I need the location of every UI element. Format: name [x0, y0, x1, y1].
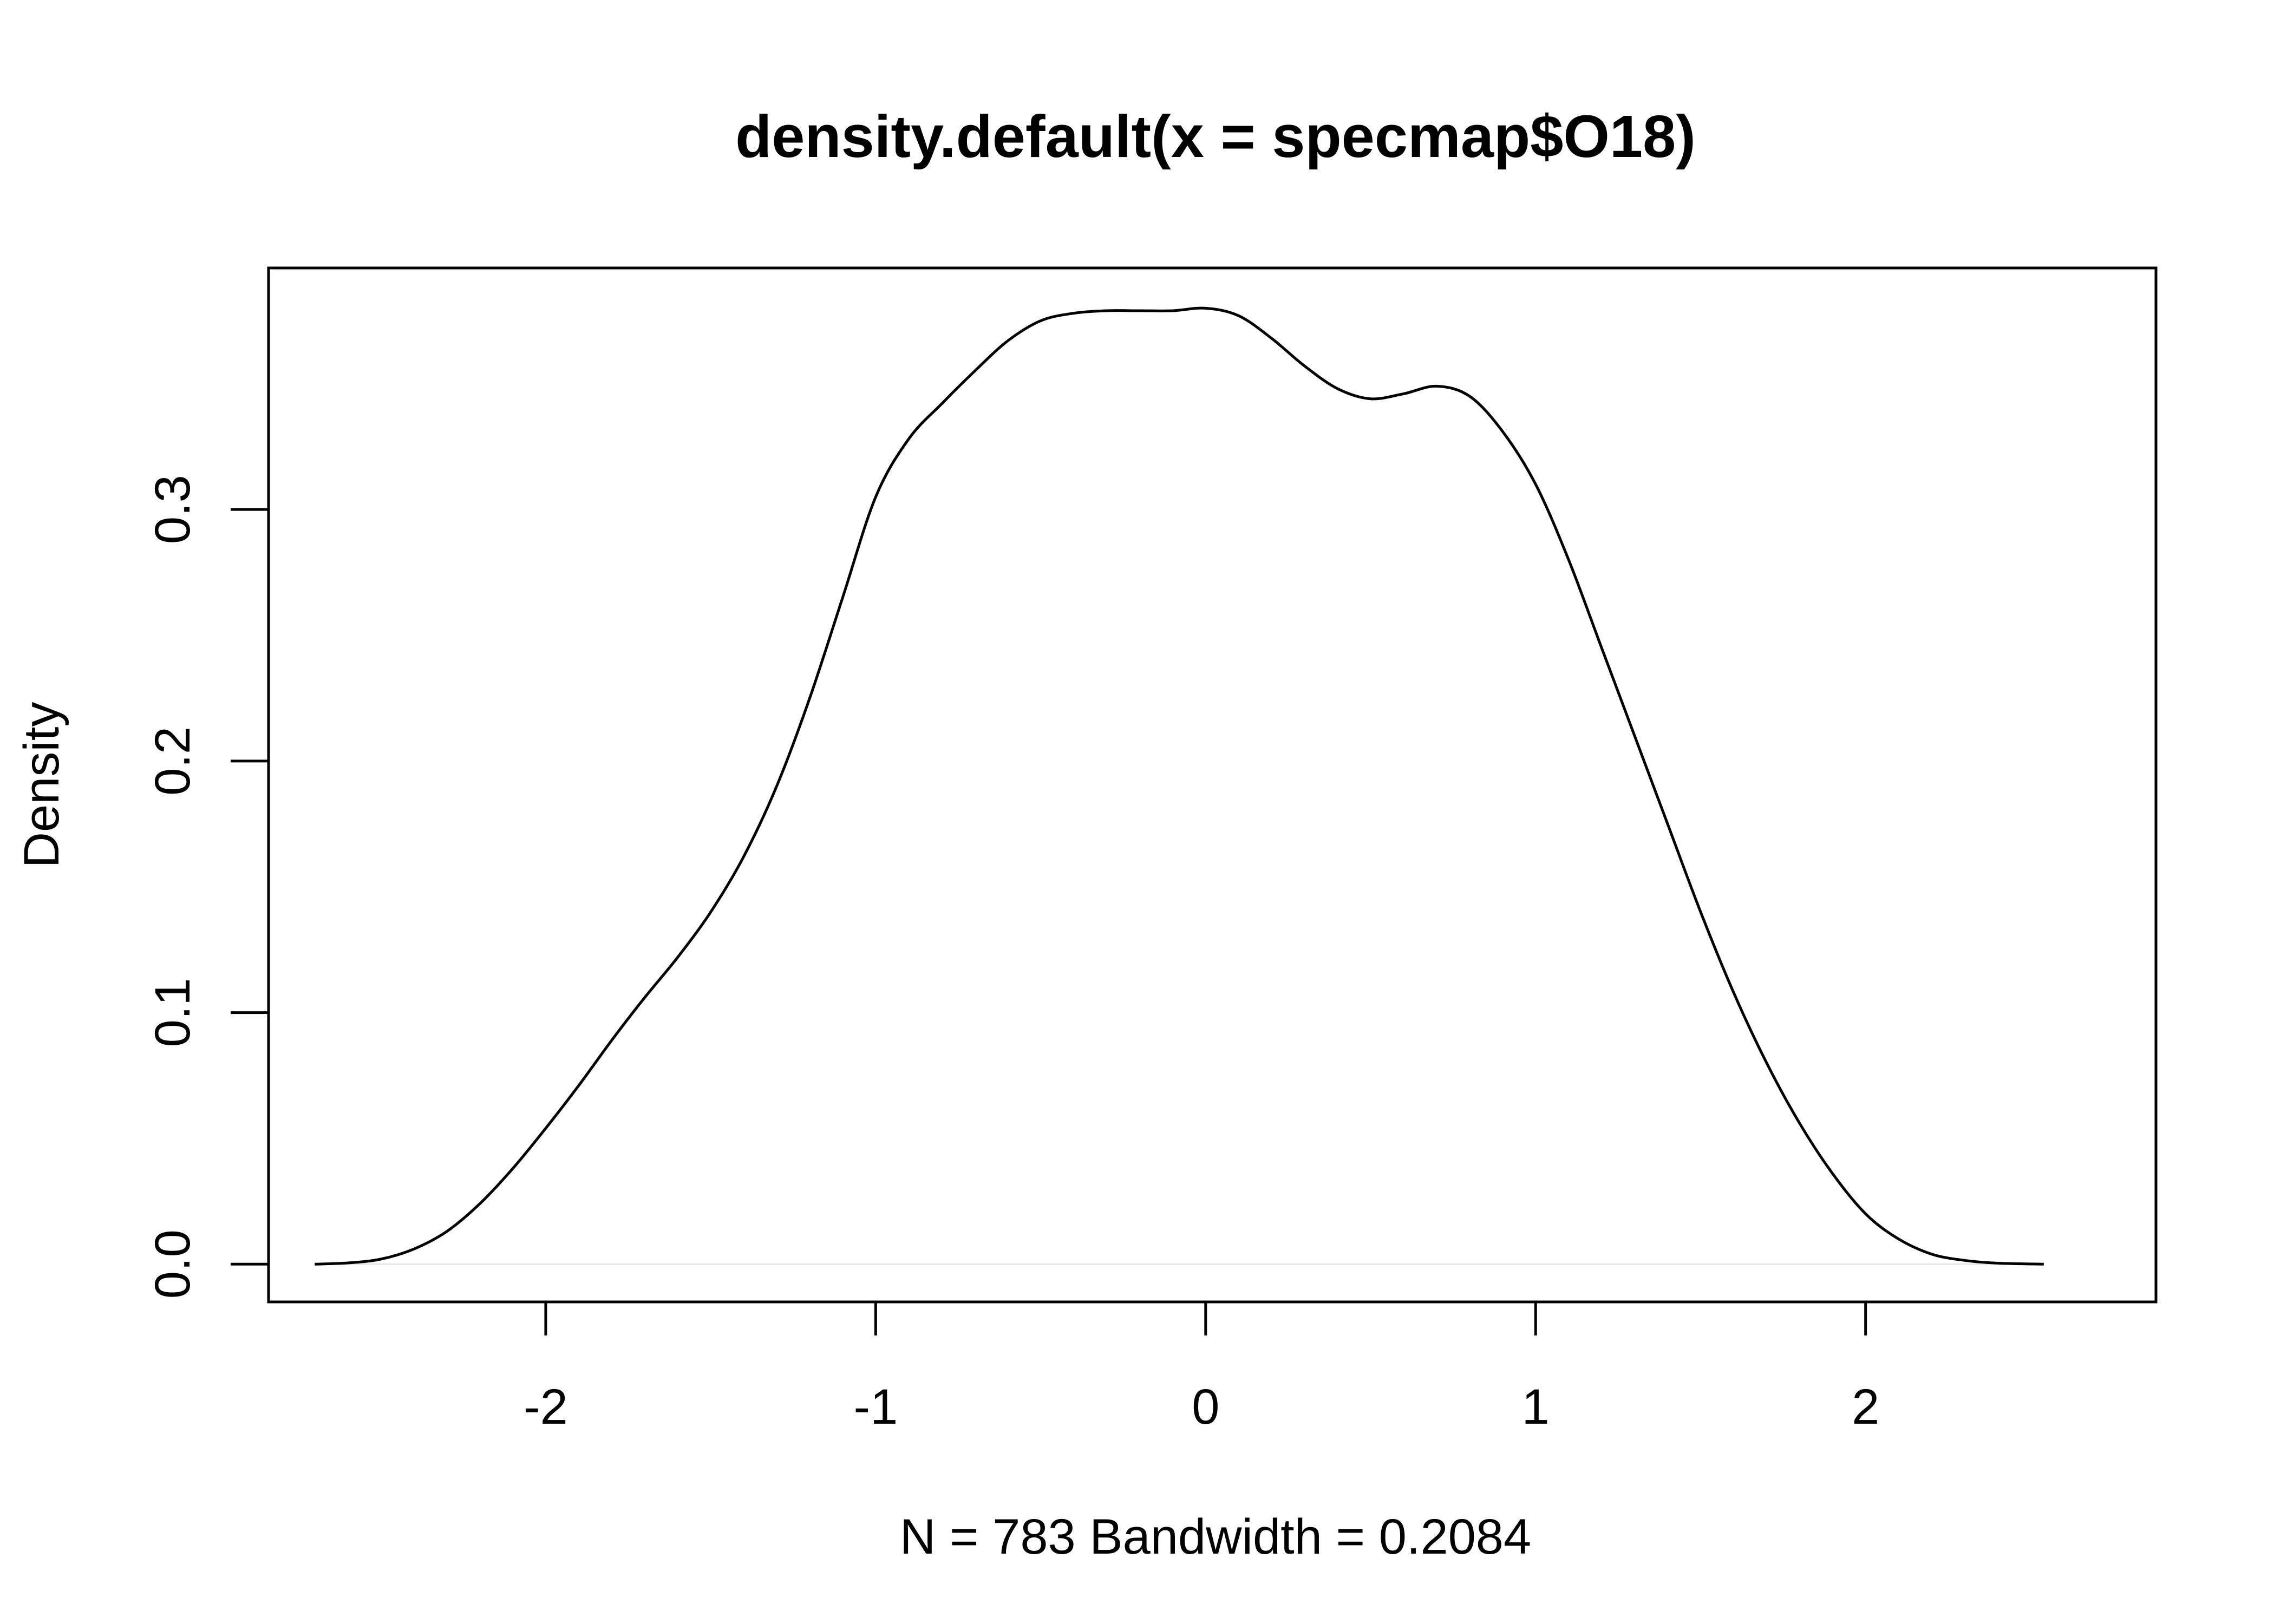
density-curve — [315, 306, 2044, 1266]
x-axis: -2 -1 0 1 2 — [524, 1300, 1879, 1435]
y-axis-label: Density — [14, 702, 69, 868]
y-tick-label: 0.3 — [145, 475, 200, 544]
x-tick-label: -1 — [853, 1379, 898, 1435]
x-tick-label: 1 — [1522, 1379, 1550, 1435]
y-tick-label: 0.0 — [145, 1229, 200, 1299]
y-tick-label: 0.2 — [145, 726, 200, 796]
x-axis-label: N = 783 Bandwidth = 0.2084 — [900, 1509, 1531, 1564]
x-tick-label: -2 — [524, 1379, 568, 1435]
x-tick-label: 2 — [1852, 1379, 1879, 1435]
plot-frame — [267, 266, 2158, 1304]
chart-title: density.default(x = specmap$O18) — [735, 103, 1696, 170]
y-axis: 0.0 0.1 0.2 0.3 — [145, 475, 269, 1299]
x-tick-label: 0 — [1192, 1379, 1219, 1435]
y-tick-label: 0.1 — [145, 978, 200, 1047]
